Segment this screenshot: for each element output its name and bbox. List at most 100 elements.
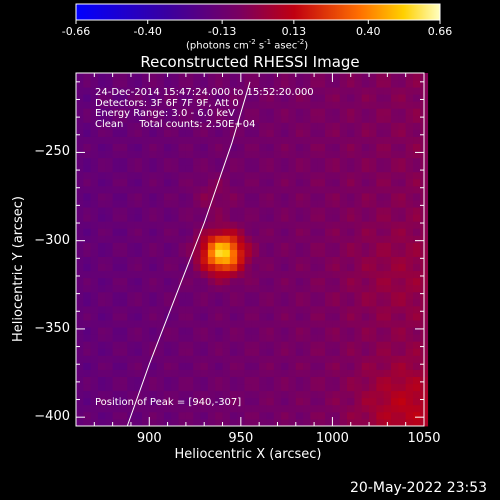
heatmap-cell xyxy=(149,263,157,272)
heatmap-cell xyxy=(413,157,421,166)
heatmap-cell xyxy=(251,200,260,208)
heatmap-cell xyxy=(383,242,392,250)
heatmap-cell xyxy=(156,108,165,116)
heatmap-cell xyxy=(266,376,275,385)
heatmap-cell xyxy=(178,334,187,342)
heatmap-cell xyxy=(310,171,319,180)
heatmap-cell xyxy=(383,80,392,88)
heatmap-cell xyxy=(163,376,172,385)
heatmap-cell xyxy=(288,122,297,130)
heatmap-cell xyxy=(295,87,304,95)
heatmap-cell xyxy=(383,355,392,363)
heatmap-cell xyxy=(105,348,114,356)
heatmap-cell xyxy=(134,362,143,370)
heatmap-cell xyxy=(361,397,370,406)
heatmap-cell xyxy=(259,157,267,166)
heatmap-cell xyxy=(354,200,363,208)
heatmap-cell xyxy=(259,320,267,328)
heatmap-cell xyxy=(295,129,304,137)
heatmap-cell xyxy=(383,348,392,356)
heatmap-cell xyxy=(215,228,223,236)
heatmap-cell xyxy=(119,355,128,363)
heatmap-cell xyxy=(295,235,304,243)
heatmap-cell xyxy=(303,270,311,279)
heatmap-cell xyxy=(119,411,128,420)
heatmap-cell xyxy=(83,242,92,250)
heatmap-cell xyxy=(90,185,99,194)
heatmap-cell xyxy=(413,249,421,257)
heatmap-cell xyxy=(76,193,84,201)
heatmap-cell xyxy=(317,263,326,272)
heatmap-cell xyxy=(119,313,128,321)
heatmap-cell xyxy=(134,73,143,81)
heatmap-cell xyxy=(163,397,172,406)
heatmap-cell xyxy=(391,263,399,272)
heatmap-cell xyxy=(391,397,399,406)
heatmap-cell xyxy=(237,383,245,392)
heatmap-cell xyxy=(90,298,99,307)
heatmap-cell xyxy=(244,418,253,427)
heatmap-cell xyxy=(207,298,216,307)
heatmap-cell xyxy=(141,327,150,335)
heatmap-cell xyxy=(134,101,143,109)
heatmap-cell xyxy=(325,242,333,250)
heatmap-cell xyxy=(391,136,399,144)
heatmap-cell xyxy=(193,185,201,194)
heatmap-cell xyxy=(317,341,326,349)
heatmap-cell xyxy=(237,200,245,208)
heatmap-cell xyxy=(295,164,304,173)
heatmap-cell xyxy=(149,383,157,392)
heatmap-cell xyxy=(281,327,289,335)
heatmap-cell xyxy=(244,305,253,314)
heatmap-cell xyxy=(295,200,304,208)
heatmap-cell xyxy=(222,178,231,187)
heatmap-cell xyxy=(185,369,194,377)
heatmap-cell xyxy=(405,157,414,166)
heatmap-cell xyxy=(332,376,341,385)
heatmap-cell xyxy=(398,178,407,187)
heatmap-cell xyxy=(185,291,194,300)
heatmap-cell xyxy=(405,397,414,406)
heatmap-cell xyxy=(76,256,84,265)
heatmap-cell xyxy=(97,101,106,109)
heatmap-cell xyxy=(369,313,377,321)
heatmap-cell xyxy=(141,362,150,370)
heatmap-cell xyxy=(251,101,260,109)
heatmap-cell xyxy=(193,108,201,116)
heatmap-cell xyxy=(332,122,341,130)
heatmap-cell xyxy=(215,214,223,222)
heatmap-cell xyxy=(332,178,341,187)
heatmap-cell xyxy=(244,157,253,166)
heatmap-cell xyxy=(90,383,99,392)
heatmap-cell xyxy=(76,228,84,236)
heatmap-cell xyxy=(405,178,414,187)
heatmap-cell xyxy=(339,87,348,95)
heatmap-cell xyxy=(281,157,289,166)
x-tick-label: 1000 xyxy=(315,431,349,446)
heatmap-cell xyxy=(398,193,407,201)
heatmap-cell xyxy=(185,277,194,286)
heatmap-cell xyxy=(185,362,194,370)
heatmap-cell xyxy=(361,80,370,88)
heatmap-cell xyxy=(325,178,333,187)
heatmap-cell xyxy=(339,94,348,102)
heatmap-cell xyxy=(251,256,260,265)
heatmap-cell xyxy=(251,305,260,314)
heatmap-cell xyxy=(163,164,172,173)
heatmap-cell xyxy=(171,411,179,420)
heatmap-cell xyxy=(369,256,377,265)
heatmap-cell xyxy=(259,235,267,243)
heatmap-cell xyxy=(222,418,231,427)
heatmap-cell xyxy=(354,362,363,370)
heatmap-cell xyxy=(185,200,194,208)
heatmap-cell xyxy=(141,411,150,420)
heatmap-cell xyxy=(369,263,377,272)
heatmap-cell xyxy=(163,157,172,166)
heatmap-cell xyxy=(376,73,385,81)
heatmap-cell xyxy=(237,334,245,342)
heatmap-cell xyxy=(369,277,377,286)
heatmap-cell xyxy=(127,327,136,335)
heatmap-cell xyxy=(193,369,201,377)
heatmap-cell xyxy=(112,228,121,236)
heatmap-cell xyxy=(259,122,267,130)
